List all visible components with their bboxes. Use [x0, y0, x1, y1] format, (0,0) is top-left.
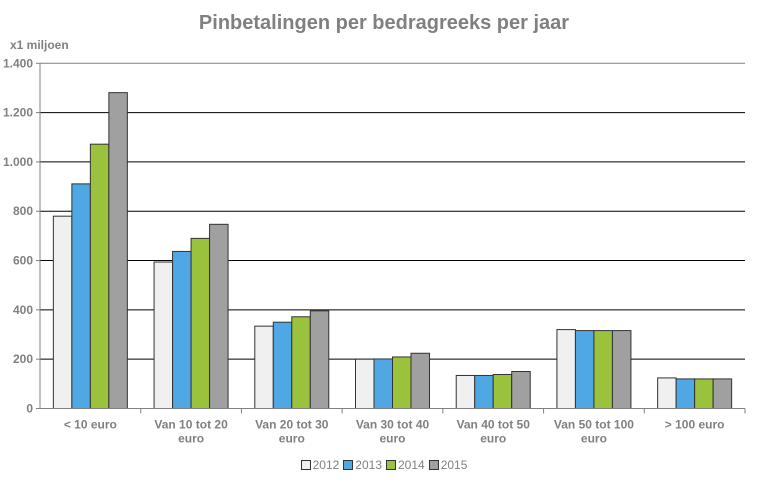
legend-label: 2012 — [312, 458, 340, 472]
bar-2014 — [392, 356, 412, 410]
legend-label: 2013 — [355, 458, 382, 472]
bar-2013 — [172, 250, 192, 409]
x-tick-label: Van 10 tot 20 — [154, 418, 228, 432]
x-tick-label: Van 30 tot 40 — [356, 418, 430, 432]
chart-title: Pinbetalingen per bedragreeks per jaar — [198, 12, 570, 34]
bar-2013 — [675, 378, 696, 410]
y-tick-label: 600 — [13, 254, 33, 268]
x-tick-label: > 100 euro — [665, 418, 725, 432]
bar-2015 — [511, 371, 531, 409]
bar-2012 — [657, 377, 677, 409]
y-tick-label: 400 — [13, 303, 33, 317]
bar-2014 — [291, 316, 311, 409]
bar-2014 — [593, 330, 613, 410]
bar-2014 — [492, 373, 513, 409]
bar-2013 — [373, 358, 393, 410]
bar-2012 — [153, 261, 174, 409]
bar-2013 — [574, 330, 595, 410]
legend-swatch — [386, 460, 396, 470]
y-tick-label: 1.000 — [3, 155, 33, 169]
bar-2013 — [272, 321, 293, 410]
bar-2012 — [556, 329, 576, 409]
y-tick-label: 1.400 — [3, 56, 33, 70]
y-tick-label: 0 — [26, 402, 33, 416]
x-tick-label: Van 50 tot 100 — [554, 418, 634, 432]
x-tick-label: euro — [178, 432, 204, 446]
x-tick-label: euro — [279, 432, 305, 446]
legend-item: 2013 — [343, 458, 382, 472]
x-tick-label: euro — [480, 432, 506, 446]
y-tick-label: 200 — [13, 352, 33, 366]
legend-item: 2012 — [300, 458, 340, 472]
x-tick-label: euro — [581, 432, 607, 446]
bar-2013 — [71, 183, 91, 409]
y-tick-label: 800 — [13, 204, 33, 218]
bar-2012 — [355, 358, 375, 409]
bar-2015 — [712, 378, 733, 410]
bar-2012 — [52, 215, 73, 409]
bar-2014 — [694, 378, 714, 410]
legend-item: 2015 — [428, 458, 468, 472]
bar-2015 — [209, 223, 229, 409]
bar-2015 — [410, 352, 430, 410]
bar-2013 — [474, 374, 494, 410]
x-tick-label: Van 40 tot 50 — [457, 418, 531, 432]
legend-swatch — [343, 460, 354, 470]
legend-swatch — [300, 460, 311, 470]
bar-2014 — [190, 237, 211, 409]
bar-2015 — [611, 330, 632, 410]
legend-swatch — [428, 460, 439, 470]
y-axis-label: x1 miljoen — [10, 38, 69, 52]
x-tick-label: Van 20 tot 30 — [255, 418, 329, 432]
legend-label: 2015 — [440, 458, 468, 472]
legend-label: 2014 — [398, 458, 425, 472]
bar-2012 — [254, 325, 274, 409]
legend: 2012 2013 2014 2015 — [0, 458, 768, 472]
bar-2014 — [89, 143, 110, 410]
x-tick-label: < 10 euro — [64, 418, 117, 432]
bar-2015 — [108, 92, 128, 409]
x-tick-label: euro — [379, 432, 405, 446]
bar-2012 — [455, 374, 476, 410]
legend-item: 2014 — [386, 458, 425, 472]
bar-2015 — [309, 310, 330, 410]
y-tick-label: 1.200 — [3, 106, 33, 120]
